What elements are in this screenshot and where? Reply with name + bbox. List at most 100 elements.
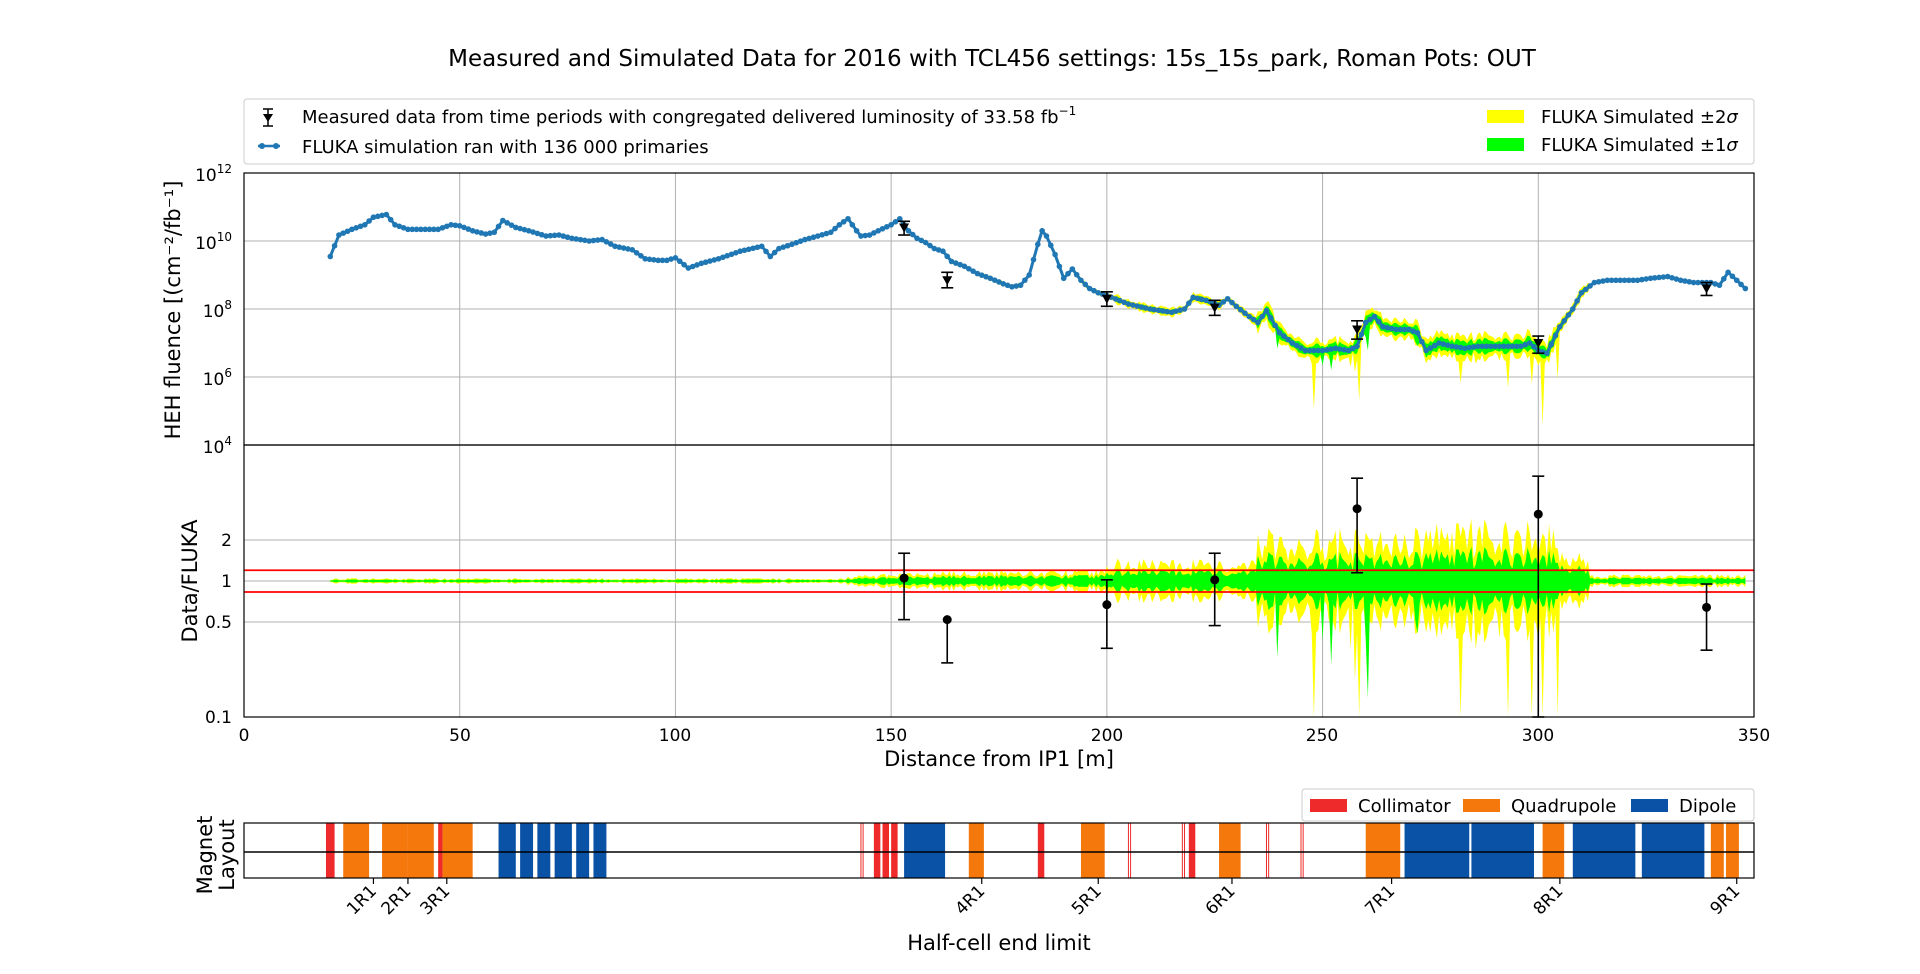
fluka-point [1600, 278, 1606, 284]
fluka-point [625, 246, 631, 252]
fluka-point [353, 225, 359, 231]
dipole-magnet [498, 823, 516, 878]
fluka-point [1112, 296, 1119, 302]
fluka-point [642, 255, 649, 262]
fluka-point [1479, 343, 1485, 350]
collimator-magnet [1188, 823, 1196, 878]
fluka-point [927, 242, 933, 249]
fluka-point [1565, 312, 1572, 318]
fluka-point [1712, 281, 1718, 287]
legend-frame [243, 98, 1755, 165]
fluka-point [780, 244, 787, 250]
fluka-point [530, 229, 536, 235]
fluka-point [465, 226, 472, 232]
fluka-point [1151, 306, 1158, 313]
fluka-point [1544, 350, 1550, 357]
fluka-point [422, 226, 429, 233]
fluka-point [931, 245, 938, 252]
xtick-label: 250 [1306, 726, 1338, 746]
dipole-magnet [576, 823, 590, 878]
fluka-point [646, 256, 653, 263]
fluka-point [1134, 303, 1140, 309]
ratio-yticks: 2 1 0.5 0.1 [205, 531, 232, 728]
fluka-point [763, 248, 769, 255]
measured-point [1101, 294, 1112, 304]
fluka-point [1513, 343, 1520, 350]
fluka-point [802, 236, 808, 243]
fluka-point [413, 226, 420, 233]
fluka-point [1444, 342, 1451, 348]
fluka-point [1695, 279, 1701, 286]
ratio-ytick-label: 1 [221, 572, 232, 592]
fluka-point [888, 221, 894, 228]
collimator-magnet [882, 823, 889, 878]
fluka-point [1505, 343, 1511, 350]
fluka-point [845, 215, 851, 222]
fluka-point [1117, 297, 1123, 304]
fluka-point [737, 248, 743, 255]
fluka-point [1401, 326, 1408, 333]
fluka-point [1470, 344, 1477, 350]
fluka-point [996, 279, 1002, 285]
fluka-point [1000, 281, 1007, 287]
fluka-point [953, 260, 959, 266]
fluka-point [1367, 316, 1373, 323]
fluka-point [487, 230, 493, 236]
fluka-point [1125, 301, 1132, 307]
fluka-point [836, 221, 843, 228]
fluka-point [491, 229, 498, 236]
fluka-point [1725, 269, 1731, 276]
fluka-point [1453, 344, 1460, 350]
fluka-point [1677, 277, 1684, 284]
fluka-point [1457, 344, 1464, 351]
fluka-point [884, 223, 890, 230]
fluka-point [474, 229, 480, 235]
fluka-point [374, 213, 381, 220]
fluka-point [1669, 274, 1675, 281]
fluka-point [387, 216, 394, 223]
fluka-point [400, 225, 407, 231]
fluka-point [1526, 340, 1533, 346]
fluka-point [1039, 227, 1045, 234]
fluka-point [1022, 277, 1028, 283]
xlabel: Distance from IP1 [m] [884, 747, 1114, 771]
fluka-point [672, 255, 679, 261]
fluka-point [974, 270, 981, 277]
fluka-point [1440, 341, 1447, 347]
fluka-point [1246, 313, 1253, 320]
fluka-point [1721, 275, 1727, 282]
fluka-point [1738, 281, 1744, 288]
fluka-point [362, 221, 368, 228]
fluka-point [966, 265, 972, 272]
fluka-point [603, 239, 610, 245]
fluka-point [935, 247, 942, 253]
magnet-ylabel-line1: Magnet [193, 816, 217, 895]
fluka-point [1578, 289, 1585, 296]
fluka-point [500, 217, 506, 224]
ratio-panel: 2 1 0.5 0.1 Data/FLUKA 0 50 100 150 200 … [178, 444, 1770, 771]
fluka-point [1337, 346, 1343, 352]
dipole-magnet [1404, 823, 1470, 878]
fluka-point [336, 232, 342, 238]
fluka-point [409, 226, 416, 233]
fluka-point [1651, 275, 1658, 281]
fluka-point [435, 226, 441, 233]
fluka-point [784, 242, 791, 249]
fluka-point [866, 232, 873, 238]
fluka-point [1242, 310, 1248, 316]
fluka-point [1595, 278, 1602, 285]
fluka-point [1009, 283, 1015, 290]
fluka-point [1268, 315, 1274, 321]
fluka-point [1393, 326, 1399, 333]
fluka-point [1060, 275, 1067, 282]
top-grid [244, 173, 1754, 445]
fluka-point [827, 229, 834, 236]
fluka-point [1354, 343, 1360, 350]
fluka-point [1168, 309, 1175, 316]
legend-fluka-label: FLUKA simulation ran with 136 000 primar… [302, 137, 709, 158]
ratio-point [1210, 575, 1220, 585]
fluka-point [1604, 277, 1611, 284]
fluka-point [875, 227, 881, 234]
